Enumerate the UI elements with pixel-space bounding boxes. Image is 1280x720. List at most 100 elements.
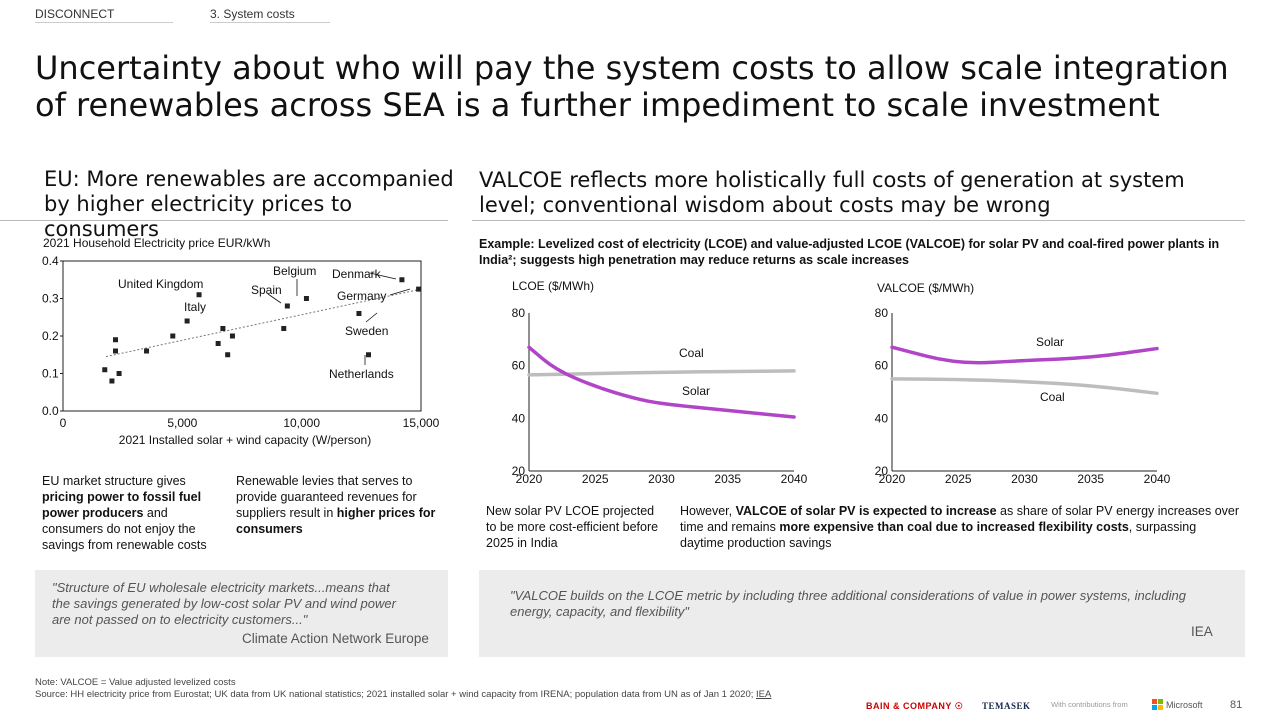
line-charts: LCOE ($/MWh) VALCOE ($/MWh) 204060802020… bbox=[512, 279, 1171, 486]
scatter-point bbox=[365, 352, 371, 358]
x-tick-label: 2035 bbox=[1077, 472, 1104, 486]
y-tick-label: 60 bbox=[512, 359, 526, 373]
scatter-x-label: 2021 Installed solar + wind capacity (W/… bbox=[119, 433, 371, 447]
scatter-point bbox=[225, 352, 231, 358]
valcoe-title: VALCOE ($/MWh) bbox=[877, 281, 974, 295]
label-spain: Spain bbox=[251, 283, 282, 297]
leader-line bbox=[267, 293, 282, 304]
scatter-point bbox=[220, 326, 226, 331]
lcoe-note: New solar PV LCOE projected to be more c… bbox=[486, 504, 659, 550]
y-tick-label: 0.2 bbox=[42, 329, 59, 343]
left-heading: EU: More renewables are accompanied by h… bbox=[44, 167, 454, 241]
scatter-point bbox=[170, 333, 176, 339]
series-line-coal bbox=[890, 377, 1159, 396]
x-tick-label: 2030 bbox=[648, 472, 675, 486]
label-germany: Germany bbox=[337, 289, 386, 303]
right-quote-source: IEA bbox=[1191, 624, 1213, 639]
valcoe-solar-label: Solar bbox=[1036, 335, 1064, 349]
scatter-point bbox=[416, 286, 422, 292]
x-tick-label: 2040 bbox=[781, 472, 808, 486]
scatter-chart: 2021 Household Electricity price EUR/kWh… bbox=[42, 236, 440, 447]
scatter-title: 2021 Household Electricity price EUR/kWh bbox=[43, 236, 270, 250]
x-tick-label: 2030 bbox=[1011, 472, 1038, 486]
y-tick-label: 40 bbox=[512, 411, 526, 425]
y-tick-label: 0.0 bbox=[42, 404, 59, 418]
x-tick-label: 10,000 bbox=[283, 416, 320, 430]
x-tick-label: 2040 bbox=[1144, 472, 1171, 486]
right-quote: "VALCOE builds on the LCOE metric by inc… bbox=[510, 588, 1186, 619]
breadcrumb-underline bbox=[210, 22, 330, 23]
x-tick-label: 2025 bbox=[945, 472, 972, 486]
x-tick-label: 2035 bbox=[714, 472, 741, 486]
scatter-point bbox=[215, 341, 221, 346]
scatter-point bbox=[196, 292, 202, 298]
scatter-x-ticks: 0 5,000 10,000 15,000 bbox=[60, 416, 440, 430]
source-link[interactable]: IEA bbox=[756, 689, 772, 700]
left-rule bbox=[0, 220, 448, 221]
scatter-point bbox=[144, 348, 150, 354]
breadcrumb-section[interactable]: DISCONNECT bbox=[35, 7, 115, 21]
y-tick-label: 60 bbox=[875, 359, 889, 373]
valcoe-note: However, VALCOE of solar PV is expected … bbox=[680, 504, 1240, 550]
contrib-text: With contributions from bbox=[1051, 700, 1128, 709]
scatter-point bbox=[399, 277, 405, 283]
scatter-point bbox=[184, 318, 190, 324]
left-quote: "Structure of EU wholesale electricity m… bbox=[52, 580, 396, 627]
scatter-points bbox=[102, 277, 422, 384]
bain-logo-icon: ☉ bbox=[954, 701, 964, 711]
breadcrumb-underline bbox=[35, 22, 173, 23]
leader-line bbox=[369, 272, 397, 280]
right-rule bbox=[472, 220, 1245, 221]
lcoe-solar-label: Solar bbox=[682, 384, 710, 398]
x-tick-label: 2020 bbox=[516, 472, 543, 486]
temasek-logo: TEMASEK bbox=[982, 701, 1031, 711]
right-heading: VALCOE reflects more holistically full c… bbox=[479, 168, 1185, 217]
left-note-1: EU market structure gives pricing power … bbox=[42, 474, 207, 552]
scatter-point bbox=[281, 326, 287, 331]
scatter-point bbox=[116, 371, 122, 376]
scatter-point bbox=[109, 378, 115, 384]
scatter-point bbox=[229, 333, 235, 339]
label-sweden: Sweden bbox=[345, 324, 388, 338]
x-tick-label: 0 bbox=[60, 416, 67, 430]
breadcrumb-subsection[interactable]: 3. System costs bbox=[210, 7, 295, 21]
y-tick-label: 0.1 bbox=[42, 367, 59, 381]
series-line-solar bbox=[890, 345, 1159, 365]
microsoft-logo: Microsoft bbox=[1152, 699, 1203, 710]
y-tick-label: 20 bbox=[512, 464, 526, 478]
y-tick-label: 0.4 bbox=[42, 254, 59, 268]
scatter-point bbox=[303, 296, 309, 301]
label-denmark: Denmark bbox=[332, 267, 382, 281]
scatter-trendline bbox=[105, 288, 422, 358]
scatter-point bbox=[113, 348, 119, 354]
left-quote-box bbox=[35, 570, 448, 657]
right-quote-box bbox=[479, 570, 1245, 657]
lcoe-title: LCOE ($/MWh) bbox=[512, 279, 594, 293]
footer-note: Note: VALCOE = Value adjusted levelized … bbox=[35, 677, 236, 688]
x-tick-label: 2025 bbox=[582, 472, 609, 486]
page-number: 81 bbox=[1230, 699, 1243, 711]
x-tick-label: 15,000 bbox=[403, 416, 440, 430]
valcoe-coal-label: Coal bbox=[1040, 390, 1065, 404]
left-note-2: Renewable levies that serves to provide … bbox=[236, 474, 436, 536]
x-tick-label: 2020 bbox=[879, 472, 906, 486]
scatter-point bbox=[356, 311, 362, 316]
x-tick-label: 5,000 bbox=[167, 416, 197, 430]
left-quote-source: Climate Action Network Europe bbox=[242, 631, 429, 646]
scatter-point bbox=[102, 367, 108, 373]
y-tick-label: 20 bbox=[875, 464, 889, 478]
example-text: Example: Levelized cost of electricity (… bbox=[479, 237, 1220, 267]
series-line-solar bbox=[527, 345, 796, 419]
label-united-kingdom: United Kingdom bbox=[118, 277, 203, 291]
leader-line bbox=[365, 312, 378, 323]
scatter-y-ticks: 0.0 0.1 0.2 0.3 0.4 bbox=[42, 254, 63, 418]
y-tick-label: 80 bbox=[512, 306, 526, 320]
y-tick-label: 0.3 bbox=[42, 292, 59, 306]
label-belgium: Belgium bbox=[273, 264, 316, 278]
series-line-coal bbox=[527, 369, 796, 377]
leader-line bbox=[389, 288, 411, 296]
page-title: Uncertainty about who will pay the syste… bbox=[35, 49, 1229, 124]
lcoe-coal-label: Coal bbox=[679, 346, 704, 360]
